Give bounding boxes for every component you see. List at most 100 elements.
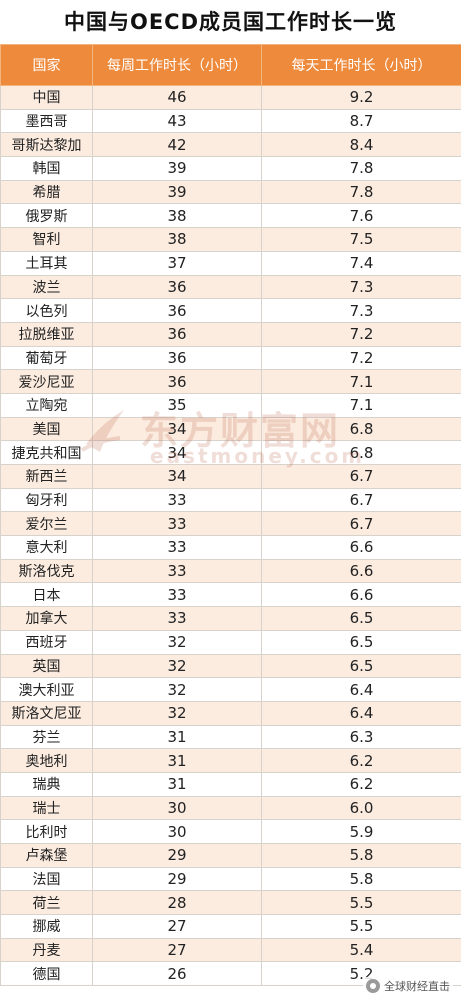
cell-country: 法国 [0,866,93,892]
cell-daily-hours: 7.3 [261,274,461,300]
table-row: 新西兰 34 6.7 [0,464,461,489]
cell-daily-hours: 6.4 [261,677,461,702]
table-row: 意大利 33 6.6 [0,535,461,560]
table-row: 以色列 36 7.3 [0,298,461,323]
cell-country: 德国 [0,961,93,987]
page-title: 中国与OECD成员国工作时长一览 [63,10,398,34]
cell-country: 芬兰 [0,724,93,750]
cell-weekly-hours: 31 [92,724,262,750]
wechat-icon [366,979,380,993]
cell-daily-hours: 7.8 [261,156,461,181]
header-daily-hours: 每天工作时长（小时） [261,44,461,86]
cell-weekly-hours: 28 [92,890,262,916]
header-country: 国家 [0,44,93,86]
cell-weekly-hours: 29 [92,866,262,892]
cell-daily-hours: 7.2 [261,321,461,347]
cell-country: 荷兰 [0,890,93,916]
cell-country: 立陶宛 [0,392,93,418]
cell-weekly-hours: 36 [92,298,262,323]
cell-country: 比利时 [0,819,93,844]
cell-daily-hours: 5.4 [261,937,461,963]
cell-country: 挪威 [0,914,93,939]
cell-country: 拉脱维亚 [0,321,93,347]
credit-text: 全球财经直击 [384,980,450,993]
cell-weekly-hours: 27 [92,914,262,939]
cell-daily-hours: 6.4 [261,700,461,726]
cell-country: 匈牙利 [0,487,93,513]
cell-country: 波兰 [0,274,93,300]
cell-weekly-hours: 43 [92,108,262,134]
table-row: 哥斯达黎加 42 8.4 [0,132,461,158]
cell-weekly-hours: 34 [92,464,262,489]
cell-daily-hours: 7.1 [261,392,461,418]
cell-weekly-hours: 33 [92,511,262,537]
table-row: 中国 46 9.2 [0,85,461,110]
table-row: 芬兰 31 6.3 [0,724,461,750]
table-row: 智利 38 7.5 [0,227,461,252]
table-row: 法国 29 5.8 [0,866,461,892]
cell-daily-hours: 5.8 [261,866,461,892]
table-row: 澳大利亚 32 6.4 [0,677,461,702]
cell-daily-hours: 8.7 [261,108,461,134]
cell-country: 墨西哥 [0,108,93,134]
cell-weekly-hours: 36 [92,274,262,300]
table-row: 奥地利 31 6.2 [0,748,461,773]
table-row: 爱沙尼亚 36 7.1 [0,369,461,394]
cell-daily-hours: 5.5 [261,914,461,939]
cell-country: 韩国 [0,156,93,181]
cell-country: 英国 [0,653,93,679]
cell-daily-hours: 7.8 [261,179,461,205]
cell-country: 加拿大 [0,606,93,631]
cell-country: 捷克共和国 [0,440,93,465]
cell-weekly-hours: 34 [92,416,262,442]
table-row: 丹麦 27 5.4 [0,937,461,963]
cell-weekly-hours: 26 [92,961,262,987]
cell-country: 斯洛伐克 [0,558,93,584]
table-row: 波兰 36 7.3 [0,274,461,300]
cell-daily-hours: 7.3 [261,298,461,323]
table-row: 荷兰 28 5.5 [0,890,461,916]
cell-daily-hours: 6.7 [261,487,461,513]
work-hours-table: 国家 每周工作时长（小时） 每天工作时长（小时） 中国 46 9.2 墨西哥 43 8.7… [0,44,461,987]
cell-daily-hours: 6.6 [261,558,461,584]
cell-country: 希腊 [0,179,93,205]
table-header-row: 国家 每周工作时长（小时） 每天工作时长（小时） [0,44,461,86]
cell-daily-hours: 6.5 [261,629,461,655]
cell-weekly-hours: 46 [92,85,262,110]
table-row: 拉脱维亚 36 7.2 [0,321,461,347]
cell-weekly-hours: 29 [92,843,262,868]
cell-country: 哥斯达黎加 [0,132,93,158]
table-row: 瑞典 31 6.2 [0,771,461,797]
table-row: 比利时 30 5.9 [0,819,461,844]
table-row: 美国 34 6.8 [0,416,461,442]
cell-country: 爱尔兰 [0,511,93,537]
cell-daily-hours: 6.8 [261,440,461,465]
cell-weekly-hours: 36 [92,345,262,371]
table-row: 英国 32 6.5 [0,653,461,679]
table-row: 卢森堡 29 5.8 [0,843,461,868]
cell-weekly-hours: 32 [92,700,262,726]
table-row: 挪威 27 5.5 [0,914,461,939]
table-row: 墨西哥 43 8.7 [0,108,461,134]
cell-daily-hours: 6.6 [261,582,461,608]
cell-weekly-hours: 33 [92,487,262,513]
table-row: 俄罗斯 38 7.6 [0,203,461,229]
cell-country: 丹麦 [0,937,93,963]
table-row: 瑞士 30 6.0 [0,795,461,821]
table-row: 西班牙 32 6.5 [0,629,461,655]
source-credit: 全球财经直击 [363,977,453,995]
cell-weekly-hours: 33 [92,606,262,631]
cell-country: 卢森堡 [0,843,93,868]
cell-daily-hours: 9.2 [261,85,461,110]
cell-country: 西班牙 [0,629,93,655]
cell-daily-hours: 5.8 [261,843,461,868]
cell-daily-hours: 7.2 [261,345,461,371]
cell-weekly-hours: 32 [92,677,262,702]
cell-country: 俄罗斯 [0,203,93,229]
cell-country: 葡萄牙 [0,345,93,371]
cell-weekly-hours: 30 [92,819,262,844]
cell-country: 土耳其 [0,250,93,276]
cell-daily-hours: 6.7 [261,464,461,489]
cell-daily-hours: 5.5 [261,890,461,916]
cell-weekly-hours: 33 [92,582,262,608]
